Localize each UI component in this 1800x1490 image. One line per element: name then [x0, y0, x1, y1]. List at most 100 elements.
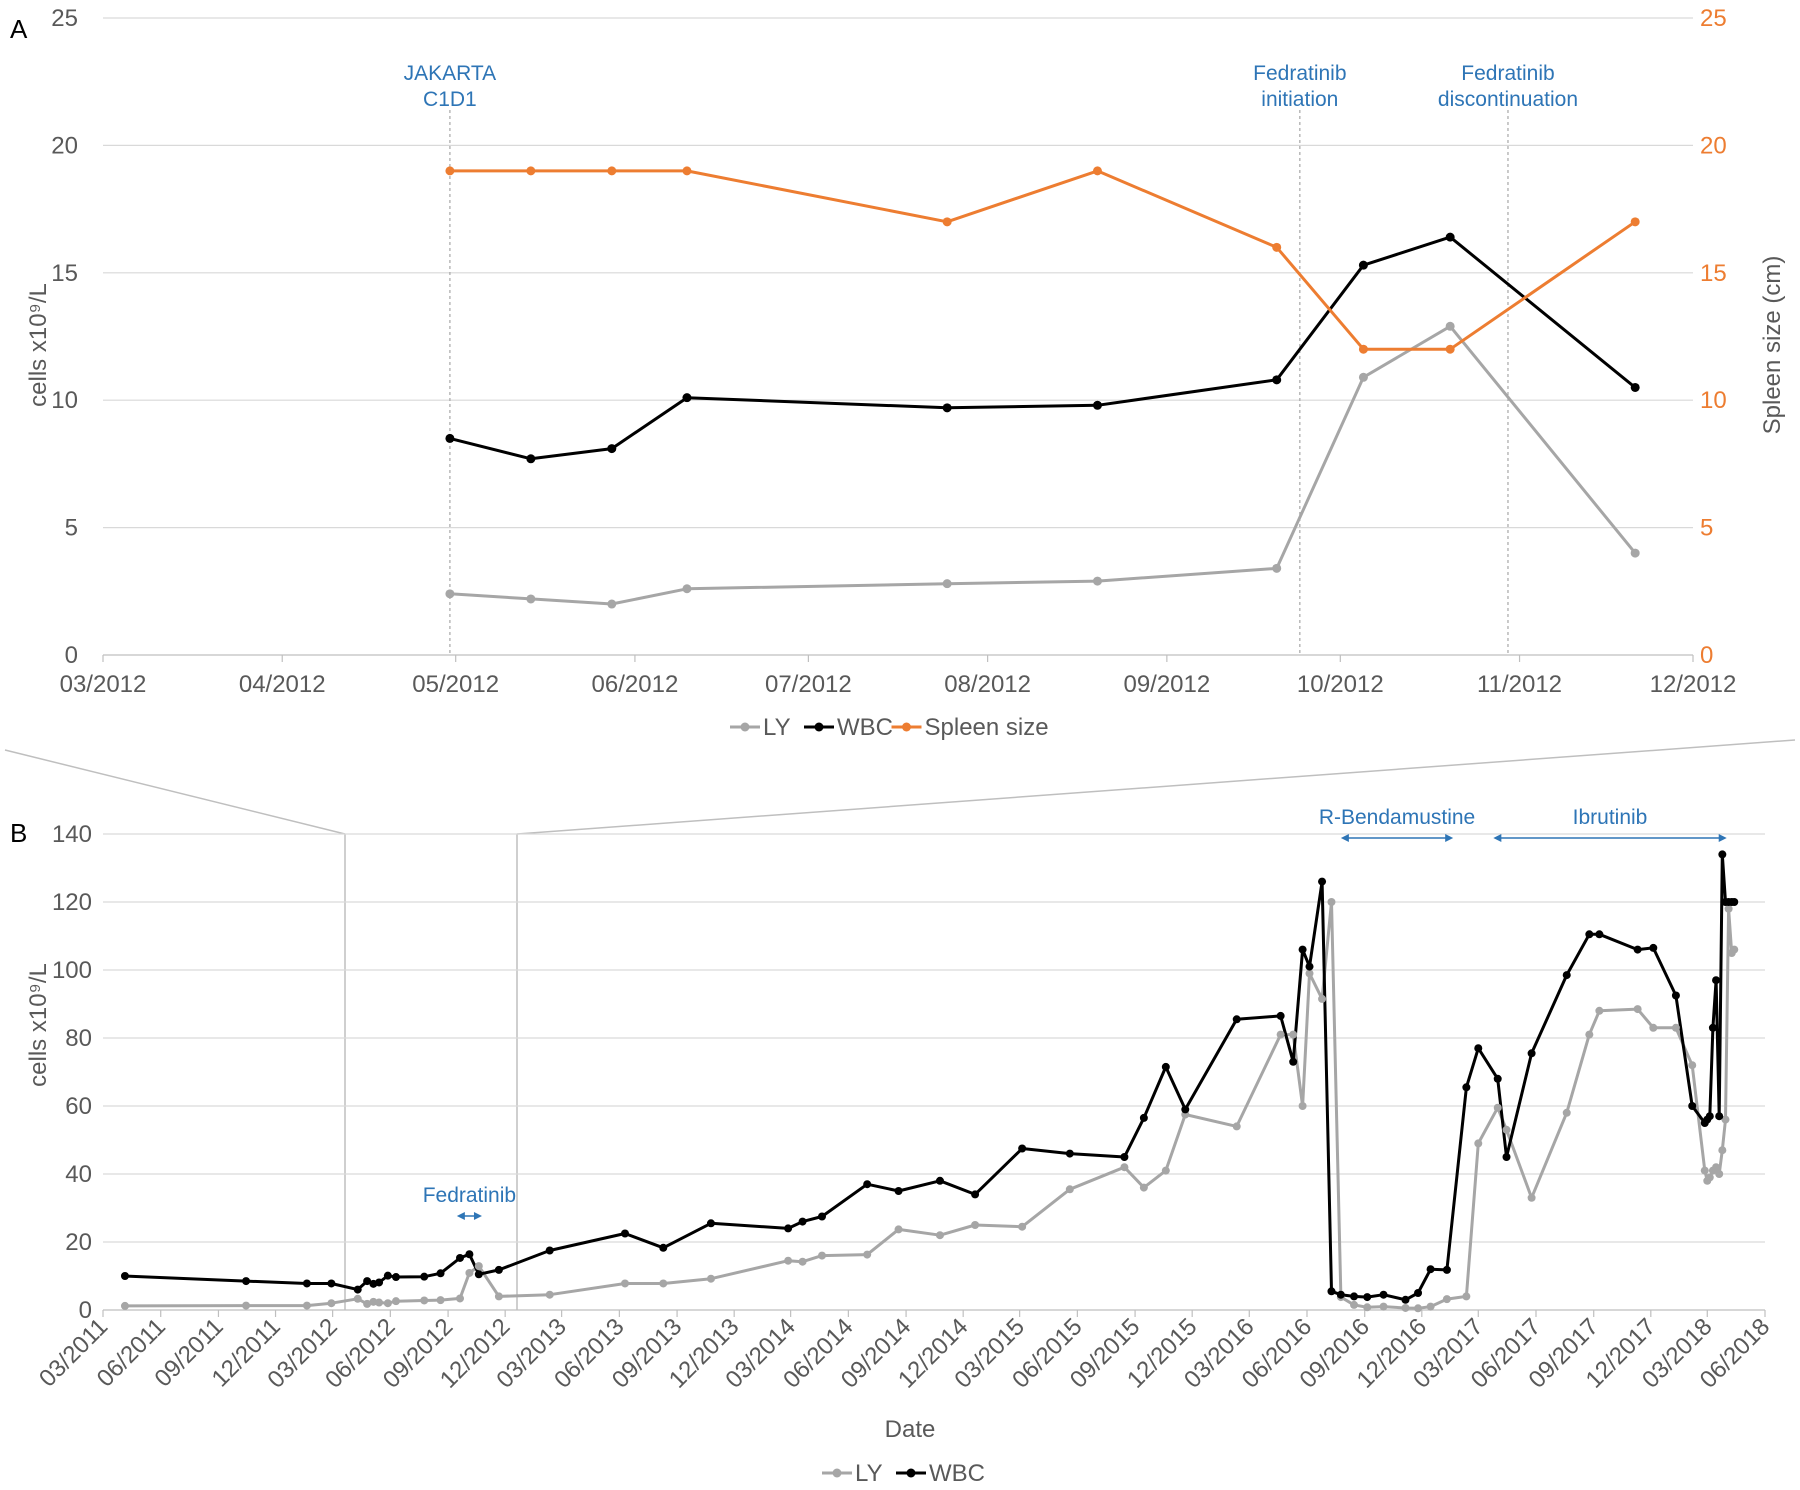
panel-b-data-point-ly — [621, 1279, 630, 1288]
panel-b-data-point-ly — [436, 1296, 445, 1305]
panel-a-data-point-spleen-size — [607, 166, 617, 176]
panel-b-data-point-wbc — [1181, 1105, 1190, 1114]
panel-b-data-point-ly — [935, 1231, 944, 1240]
panel-b-data-point-ly — [1442, 1295, 1451, 1304]
panel-b-data-point-ly — [1318, 994, 1327, 1003]
panel-b-data-point-wbc — [971, 1190, 980, 1199]
panel-a-data-point-ly — [1358, 372, 1368, 382]
panel-b-data-point-ly — [1527, 1193, 1536, 1202]
panel-b-data-point-ly — [1718, 1146, 1727, 1155]
panel-a-data-point-spleen-size — [526, 166, 536, 176]
panel-b-data-point-wbc — [1493, 1074, 1502, 1083]
panel-b-data-point-ly — [1595, 1006, 1604, 1015]
panel-b-data-point-ly — [863, 1250, 872, 1259]
panel-a-annotations: JAKARTA C1D1 Fedratinib initiation Fedratini… — [404, 62, 1578, 111]
panel-b-data-point-wbc — [436, 1269, 445, 1278]
panel-b-data-point-wbc — [545, 1246, 554, 1255]
panel-b-y-tick-label: 80 — [65, 1025, 92, 1052]
panel-a-data-point-wbc — [607, 444, 617, 454]
panel-a-chart: A 0 5 10 15 20 25 0 5 10 15 20 25 03/2012 04/2012 05… — [10, 5, 1786, 741]
panel-b-annotation-label: R-Bendamustine — [1319, 806, 1475, 829]
panel-b-data-point-ly — [798, 1257, 807, 1266]
panel-b-data-point-ly — [1065, 1185, 1074, 1194]
panel-b-data-point-wbc — [659, 1243, 668, 1252]
panel-b-data-point-wbc — [863, 1180, 872, 1189]
panel-b-data-point-wbc — [455, 1253, 464, 1262]
panel-a-x-tick-label: 06/2012 — [592, 671, 679, 698]
panel-b-data-point-wbc — [1712, 976, 1721, 985]
panel-a-y2-tick-label: 15 — [1700, 260, 1727, 287]
panel-b-data-point-wbc — [1350, 1292, 1359, 1301]
panel-b-x-axis-title: Date — [885, 1416, 936, 1443]
panel-b-data-point-ly — [1305, 969, 1314, 978]
panel-a-legend-marker — [902, 722, 911, 732]
panel-b-legend-marker — [832, 1468, 842, 1478]
panel-b-data-point-wbc — [242, 1277, 251, 1286]
panel-b-data-point-wbc — [1442, 1265, 1451, 1274]
panel-b-data-point-ly — [1585, 1030, 1594, 1039]
panel-b-data-point-wbc — [1379, 1290, 1388, 1299]
panel-b-chart: B 0 20 40 60 80 100 120 140 03/201106/201109/20… — [10, 806, 1775, 1487]
panel-b-data-point-wbc — [465, 1250, 474, 1259]
panel-b-annotations: Fedratinib R-Bendamustine Ibrutinib — [423, 806, 1727, 1220]
panel-b-data-point-ly — [1426, 1302, 1435, 1311]
panel-a-data-point-ly — [445, 589, 455, 599]
panel-a-data-point-wbc — [1445, 232, 1455, 242]
panel-a-x-tick-labels: 03/2012 04/2012 05/2012 06/2012 07/2012 08/20… — [60, 671, 1737, 698]
panel-a-x-tick-label: 09/2012 — [1123, 671, 1210, 698]
panel-b-data-point-ly — [1018, 1222, 1027, 1231]
panel-a-data-point-spleen-size — [1445, 344, 1455, 354]
panel-b-annotation-label: Fedratinib — [423, 1184, 516, 1207]
panel-b-data-point-wbc — [1462, 1083, 1471, 1092]
panel-b-data-point-wbc — [1120, 1153, 1129, 1161]
panel-b-y-tick-label: 120 — [52, 889, 92, 916]
panel-a-left-tick-labels: 0 5 10 15 20 25 — [51, 5, 78, 669]
panel-b-data-point-ly — [1649, 1023, 1658, 1032]
panel-b-data-point-ly — [1705, 1173, 1714, 1182]
panel-b-data-point-wbc — [1414, 1289, 1423, 1297]
panel-b-data-point-ly — [784, 1256, 793, 1265]
panel-a-data-point-wbc — [942, 403, 952, 413]
panel-b-data-point-ly — [1350, 1300, 1359, 1309]
panel-b-data-point-wbc — [621, 1229, 630, 1238]
panel-b-data-point-ly — [474, 1262, 483, 1271]
panel-b-data-point-wbc — [1730, 898, 1739, 906]
panel-b-data-point-ly — [391, 1297, 400, 1306]
panel-a-legend-marker — [814, 722, 824, 732]
panel-b-data-point-wbc — [1336, 1290, 1345, 1299]
panel-b-data-point-wbc — [1649, 943, 1658, 952]
panel-b-data-point-wbc — [420, 1272, 429, 1281]
panel-b-data-point-wbc — [363, 1277, 372, 1286]
panel-b-data-point-wbc — [1401, 1295, 1410, 1304]
zoom-connector-right — [516, 739, 1796, 835]
panel-b-data-point-ly — [1633, 1005, 1642, 1014]
panel-b-data-point-ly — [420, 1296, 429, 1305]
panel-b-data-point-wbc — [1633, 945, 1642, 954]
panel-b-label: B — [10, 818, 27, 848]
panel-b-legend-label: LY — [855, 1460, 883, 1487]
panel-a-data-point-ly — [1092, 576, 1102, 586]
panel-b-data-point-wbc — [1289, 1057, 1298, 1066]
panel-b-data-point-wbc — [302, 1279, 311, 1288]
panel-a-data-point-ly — [942, 579, 952, 589]
panel-a-y2-tick-label: 25 — [1700, 5, 1727, 32]
panel-b-data-point-ly — [818, 1251, 827, 1260]
panel-b-data-point-ly — [327, 1299, 336, 1308]
panel-a-y2-tick-label: 10 — [1700, 387, 1727, 414]
panel-a-legend-label: LY — [763, 714, 791, 741]
panel-b-data-point-ly — [1562, 1108, 1571, 1117]
panel-a-legend: LY WBC Spleen size — [730, 714, 1049, 741]
panel-b-data-point-ly — [659, 1279, 668, 1288]
panel-a-y2-tick-label: 20 — [1700, 132, 1727, 159]
panel-b-data-point-wbc — [1585, 930, 1594, 939]
panel-b-data-point-ly — [1730, 945, 1739, 954]
panel-b-data-point-wbc — [1298, 945, 1307, 954]
panel-b-data-point-ly — [465, 1268, 474, 1277]
panel-b-series-lines — [124, 852, 1736, 1310]
panel-a-data-point-spleen-size — [682, 166, 692, 176]
panel-b-data-point-ly — [494, 1292, 503, 1301]
panel-a-series-lines — [449, 169, 1637, 606]
panel-b-data-point-wbc — [1426, 1265, 1435, 1274]
panel-b-data-point-wbc — [1562, 971, 1571, 980]
panel-b-data-point-wbc — [1708, 1023, 1717, 1032]
